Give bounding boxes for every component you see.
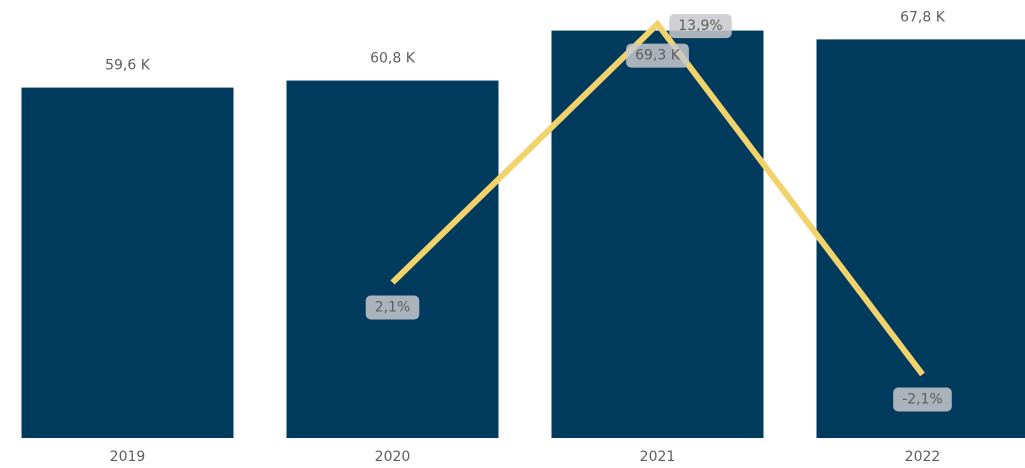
bar <box>551 30 764 439</box>
data-label: 60,8 K <box>370 51 416 67</box>
bar <box>816 39 1025 439</box>
data-label: 67,8 K <box>900 9 946 25</box>
data-label: -2,1% <box>902 391 943 407</box>
data-label-box <box>365 295 420 320</box>
data-label-box <box>893 387 952 412</box>
line <box>390 19 925 377</box>
data-label: 13,9% <box>678 18 722 34</box>
data-label: 69,3 K <box>635 48 681 64</box>
bar <box>286 80 499 438</box>
x-tick-label: 2022 <box>905 449 941 465</box>
data-label-box <box>669 14 732 39</box>
x-tick-label: 2019 <box>110 449 146 465</box>
x-tick-label: 2021 <box>640 449 676 465</box>
bar <box>21 87 234 438</box>
data-label-box <box>626 43 689 68</box>
x-tick-label: 2020 <box>375 449 411 465</box>
data-label: 59,6 K <box>105 58 151 74</box>
data-label: 2,1% <box>375 300 411 316</box>
